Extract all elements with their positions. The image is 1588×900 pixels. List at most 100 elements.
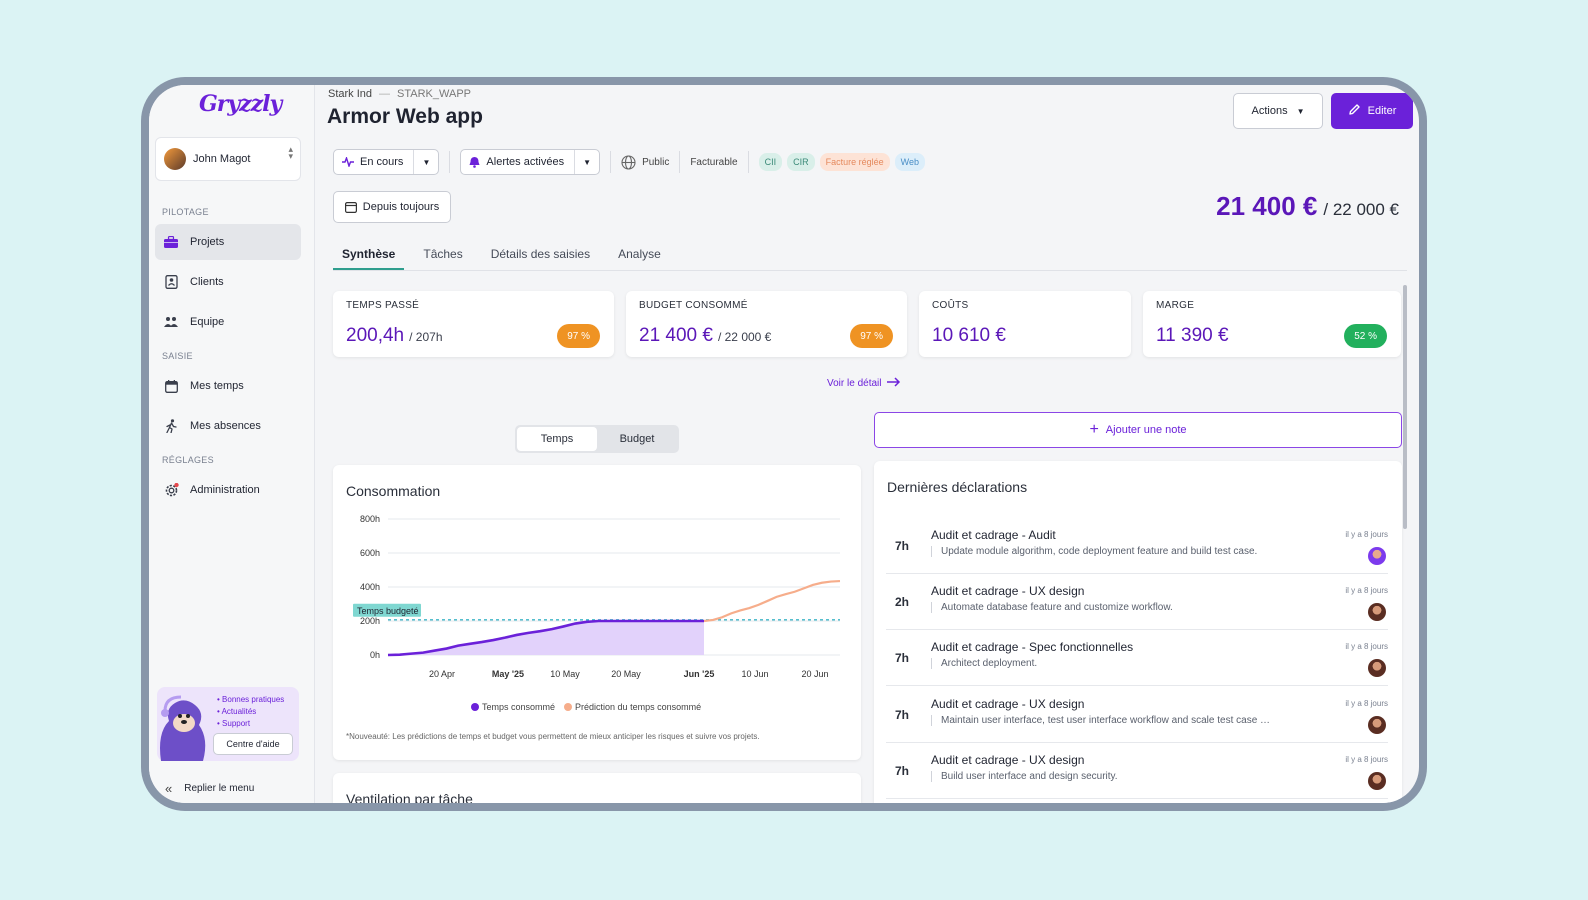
declaration-description: Architect deployment.: [931, 658, 1331, 669]
kpi-value: 10 610 €: [932, 325, 1006, 346]
declaration-time-ago: il y a 8 jours: [1345, 642, 1388, 651]
avatar: [1368, 547, 1386, 565]
sidebar-item-clients[interactable]: Clients: [155, 264, 301, 300]
declaration-hours: 2h: [895, 595, 910, 609]
kpi-sub: / 22 000 €: [717, 330, 772, 344]
edit-button[interactable]: Editer: [1331, 93, 1413, 129]
budget-label-bg: [353, 603, 421, 617]
help-link-support[interactable]: Support: [217, 718, 284, 730]
plus-icon: +: [1089, 421, 1099, 438]
collapse-menu-button[interactable]: « Replier le menu: [165, 781, 254, 796]
breadcrumb-client[interactable]: Stark Ind: [328, 88, 373, 100]
total-budget: / 22 000 €: [1323, 200, 1399, 219]
legend-item-prediction[interactable]: Prédiction du temps consommé: [564, 702, 701, 712]
consumption-card: Consommation 800h 600h 400h 200h 0h 20 Apr May…: [333, 465, 861, 760]
declarations-title: Dernières déclarations: [887, 479, 1028, 495]
declaration-time-ago: il y a 8 jours: [1345, 586, 1388, 595]
app-logo[interactable]: Gryzzly: [199, 91, 282, 117]
legend-item-consomme[interactable]: Temps consommé: [471, 702, 555, 712]
status-dropdown[interactable]: En cours ▼: [333, 149, 440, 175]
consumed-area: [388, 621, 704, 655]
legend-label: Prédiction du temps consommé: [575, 702, 702, 712]
kpi-value: 200,4h: [346, 325, 405, 346]
sidebar-item-label: Mes absences: [190, 420, 261, 432]
total-spent: 21 400 €: [1216, 191, 1318, 221]
declaration-description: Maintain user interface, test user inter…: [931, 715, 1331, 726]
budget-label: Temps budgeté: [357, 606, 419, 616]
sidebar-item-mes-absences[interactable]: Mes absences: [155, 408, 301, 444]
x-tick-label: 10 Jun: [741, 669, 768, 679]
pencil-icon: [1348, 103, 1361, 119]
actions-button[interactable]: Actions ▼: [1233, 93, 1323, 129]
kpi-marge: MARGE 11 390 € 52 %: [1143, 291, 1401, 357]
visibility-indicator[interactable]: Public: [621, 154, 670, 170]
list-item[interactable]: 2h Audit et cadrage - UX design Automate…: [886, 574, 1388, 630]
breadcrumb: Stark Ind — STARK_WAPP: [328, 88, 471, 100]
period-label: Depuis toujours: [362, 201, 440, 213]
alerts-value: Alertes activées: [486, 156, 565, 168]
avatar: [1368, 772, 1386, 790]
tag-cii[interactable]: CII: [758, 153, 783, 171]
walking-icon: [163, 418, 179, 434]
avatar: [1368, 603, 1386, 621]
tab-analyse[interactable]: Analyse: [618, 247, 661, 261]
kpi-label: MARGE: [1156, 300, 1195, 311]
caret-down-icon[interactable]: ▼: [583, 157, 592, 167]
sidebar-item-equipe[interactable]: Equipe: [155, 304, 301, 340]
x-tick-label: May '25: [492, 669, 524, 679]
tag-facture-reglee[interactable]: Facture réglée: [819, 153, 890, 171]
list-item[interactable]: 7h Audit et cadrage - UX design Maintain…: [886, 687, 1388, 743]
declarations-card: Dernières déclarations 7h Audit et cadra…: [874, 461, 1402, 803]
tag-cir[interactable]: CIR: [787, 153, 815, 171]
toggle-temps[interactable]: Temps: [517, 427, 597, 451]
toggle-budget[interactable]: Budget: [619, 433, 655, 445]
declaration-description: Build user interface and design security…: [931, 771, 1331, 782]
tab-taches[interactable]: Tâches: [423, 247, 463, 261]
y-tick-label: 400h: [360, 582, 380, 592]
tab-synthese[interactable]: Synthèse: [333, 237, 405, 270]
x-tick-label: 20 Jun: [801, 669, 828, 679]
view-detail-label: Voir le détail: [827, 378, 882, 389]
list-item[interactable]: 7h Audit et cadrage - UX design Build us…: [886, 743, 1388, 799]
alerts-dropdown[interactable]: Alertes activées ▼: [460, 149, 601, 175]
declaration-hours: 7h: [895, 764, 910, 778]
tab-details-saisies[interactable]: Détails des saisies: [490, 247, 591, 261]
list-item[interactable]: 7h Audit et cadrage - Audit Update modul…: [886, 518, 1388, 574]
period-button[interactable]: Depuis toujours: [333, 191, 451, 223]
sidebar-item-label: Equipe: [190, 316, 225, 328]
kpi-label: TEMPS PASSÉ: [346, 300, 420, 311]
x-tick-label: Jun '25: [684, 669, 715, 679]
list-item[interactable]: 7h Audit et cadrage - Spec fonctionnelle…: [886, 630, 1388, 686]
y-tick-label: 800h: [360, 514, 380, 524]
declaration-task: Audit et cadrage - UX design: [931, 753, 1085, 767]
view-detail-link[interactable]: Voir le détail: [827, 377, 901, 390]
declaration-time-ago: il y a 8 jours: [1345, 699, 1388, 708]
prediction-line: [703, 579, 841, 623]
tag-web[interactable]: Web: [894, 153, 925, 171]
visibility-value: Public: [642, 156, 670, 168]
caret-down-icon[interactable]: ▼: [422, 157, 431, 167]
sidebar-item-label: Projets: [190, 236, 225, 248]
avatar: [1368, 659, 1386, 677]
section-label-saisie: SAISIE: [162, 351, 193, 361]
kpi-value: 21 400 €: [639, 325, 713, 346]
divider: [747, 151, 749, 173]
sidebar-item-mes-temps[interactable]: Mes temps: [155, 368, 301, 404]
help-link-actualites[interactable]: Actualités: [217, 706, 284, 718]
user-switcher[interactable]: John Magot ▴ ▾: [155, 137, 301, 181]
sidebar-item-projets[interactable]: Projets: [155, 224, 301, 260]
scrollbar[interactable]: [1403, 285, 1407, 529]
declaration-task: Audit et cadrage - UX design: [931, 697, 1085, 711]
briefcase-icon: [163, 234, 179, 250]
add-note-button[interactable]: + Ajouter une note: [874, 412, 1402, 448]
add-note-label: Ajouter une note: [1105, 424, 1187, 436]
x-tick-label: 10 May: [550, 669, 580, 679]
legend-swatch: [564, 703, 573, 711]
help-center-button[interactable]: Centre d'aide: [213, 733, 293, 755]
bear-mascot-icon: [160, 695, 206, 761]
budget-total: 21 400 € / 22 000 €: [1216, 191, 1399, 222]
help-link-bonnes-pratiques[interactable]: Bonnes pratiques: [217, 694, 284, 706]
sidebar-item-administration[interactable]: Administration: [155, 472, 301, 508]
declaration-time-ago: il y a 8 jours: [1345, 755, 1388, 764]
billing-indicator[interactable]: Facturable: [690, 157, 737, 168]
